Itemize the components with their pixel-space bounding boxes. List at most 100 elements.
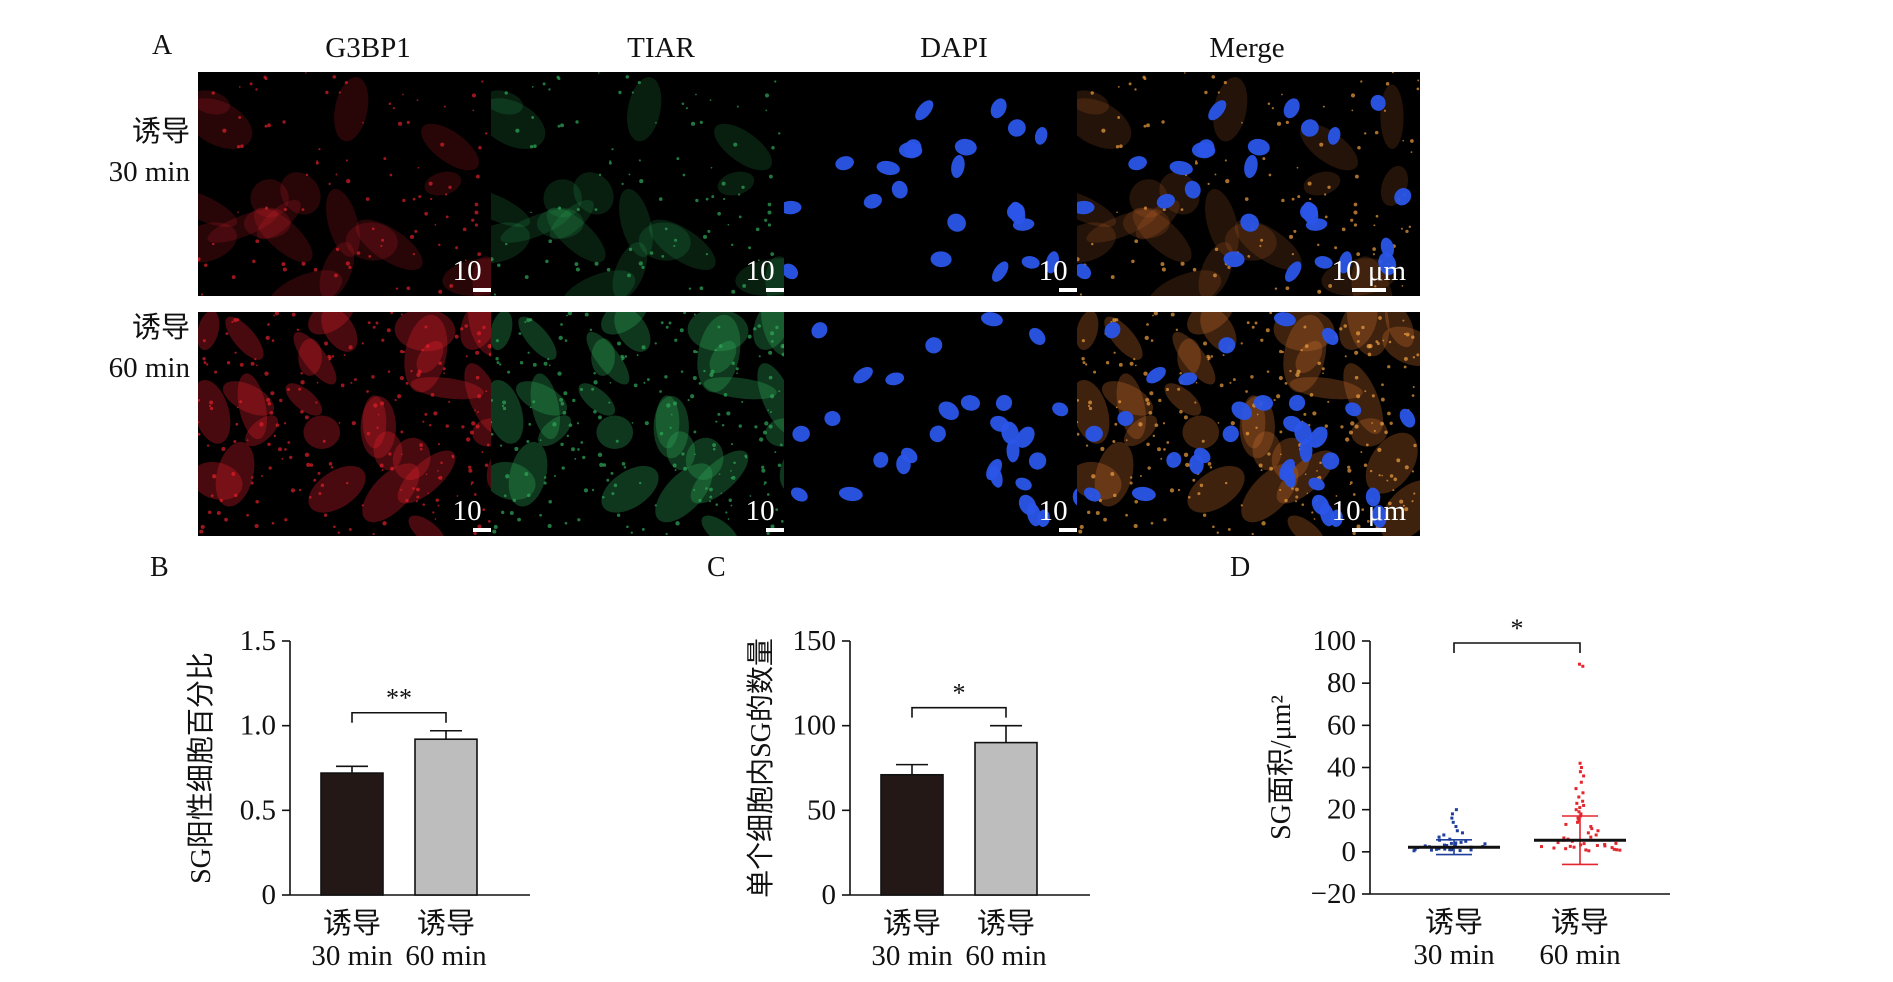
data-point [1578, 761, 1582, 765]
scale-bar-line [1058, 288, 1093, 292]
y-tick-label: −20 [1311, 878, 1356, 910]
data-point [1577, 662, 1581, 666]
scale-bar-line [765, 528, 800, 532]
row-label-line2: 30 min [108, 156, 190, 188]
x-category-label: 60 min [965, 940, 1047, 972]
x-category-label: 30 min [311, 940, 393, 972]
row-label-line2: 60 min [108, 352, 190, 384]
data-point [1459, 840, 1463, 844]
data-point [1582, 842, 1586, 846]
data-point [1579, 812, 1583, 816]
micrograph-image [491, 72, 834, 296]
error-bar [896, 763, 928, 775]
data-point [1455, 829, 1459, 833]
y-tick-label: 1.5 [240, 625, 276, 657]
y-tick-label: 40 [1327, 752, 1356, 784]
data-point [1577, 795, 1581, 799]
significance-bracket [1453, 642, 1581, 653]
scale-bar-line [1058, 528, 1093, 532]
data-point [1443, 847, 1447, 851]
micrograph-merge-row2: 10 μm [1077, 312, 1420, 536]
bar [880, 773, 944, 896]
data-point [1603, 844, 1607, 848]
data-point [1577, 818, 1581, 822]
error-bar [430, 729, 462, 740]
data-point [1615, 848, 1619, 852]
data-point [1576, 820, 1580, 824]
data-point [1435, 847, 1439, 851]
error-bar [990, 724, 1022, 743]
data-point [1454, 808, 1458, 812]
data-point [1581, 791, 1585, 795]
data-point [1582, 774, 1586, 778]
data-point [1564, 822, 1568, 826]
micrograph-image [1077, 72, 1420, 296]
significance-label: ** [386, 684, 412, 713]
scale-bar: 10 μm [1332, 255, 1406, 292]
scale-bar-line [472, 288, 507, 292]
column-header-dapi: DAPI [920, 32, 988, 64]
scale-bar: 10 μm [1332, 495, 1406, 532]
x-category-label: 60 min [405, 940, 487, 972]
data-point [1584, 848, 1588, 852]
x-category-label: 60 min [1539, 939, 1621, 971]
y-tick-label: 100 [793, 710, 837, 742]
data-point [1594, 833, 1598, 837]
x-category-label: 诱导 [977, 907, 1035, 940]
data-point [1483, 842, 1487, 846]
data-point [1464, 839, 1468, 843]
data-point [1574, 787, 1578, 791]
y-tick-label: 80 [1327, 667, 1356, 699]
data-point [1614, 841, 1618, 845]
column-header-tiar: TIAR [627, 32, 695, 64]
row-label-line1: 诱导 [131, 312, 190, 344]
data-point [1610, 846, 1614, 850]
data-point [1590, 827, 1594, 831]
data-point [1449, 841, 1453, 845]
x-category-label: 30 min [871, 940, 953, 972]
micrograph-merge-row1: 10 μm [1077, 72, 1420, 296]
data-point [1454, 841, 1458, 845]
y-tick-label: 0 [822, 879, 837, 911]
x-category-label: 诱导 [1551, 906, 1609, 939]
data-point [1451, 820, 1455, 824]
data-point [1552, 846, 1556, 850]
data-point [1595, 844, 1599, 848]
data-point [1564, 847, 1568, 851]
data-point [1437, 835, 1441, 839]
data-point [1581, 664, 1585, 668]
data-point [1562, 836, 1566, 840]
data-point [1450, 816, 1454, 820]
data-point [1450, 848, 1454, 852]
micrograph-dapi-row2: 10 μm [784, 312, 1127, 536]
panel-letter-b: B [150, 552, 169, 583]
scale-bar-line [1351, 288, 1386, 292]
micrograph-image [1077, 312, 1420, 536]
data-point [1596, 829, 1600, 833]
data-point [1579, 766, 1583, 769]
data-point [1612, 847, 1616, 851]
y-axis-label: SG阳性细胞百分比 [185, 652, 217, 884]
micrograph-g3bp1-row2: 10 μm [198, 312, 541, 536]
error-bar [336, 765, 368, 774]
data-point [1589, 835, 1593, 839]
data-point [1587, 849, 1591, 853]
panel-letter-d: D [1230, 552, 1251, 583]
y-axis-label: SG面积/μm² [1266, 695, 1297, 840]
data-point [1575, 801, 1579, 805]
y-tick-label: 100 [1313, 625, 1357, 657]
row-label-line1: 诱导 [131, 116, 190, 148]
significance-label: * [1511, 614, 1524, 643]
data-point [1556, 841, 1560, 845]
data-point [1460, 831, 1464, 835]
data-point [1572, 845, 1576, 849]
data-point [1576, 816, 1580, 820]
micrograph-tiar-row2: 10 μm [491, 312, 834, 536]
y-tick-label: 0 [262, 879, 277, 911]
row-label-60min: 诱导 60 min [70, 308, 190, 388]
row-label-30min: 诱导 30 min [70, 112, 190, 192]
data-point [1442, 843, 1446, 847]
y-tick-label: 1.0 [240, 710, 276, 742]
